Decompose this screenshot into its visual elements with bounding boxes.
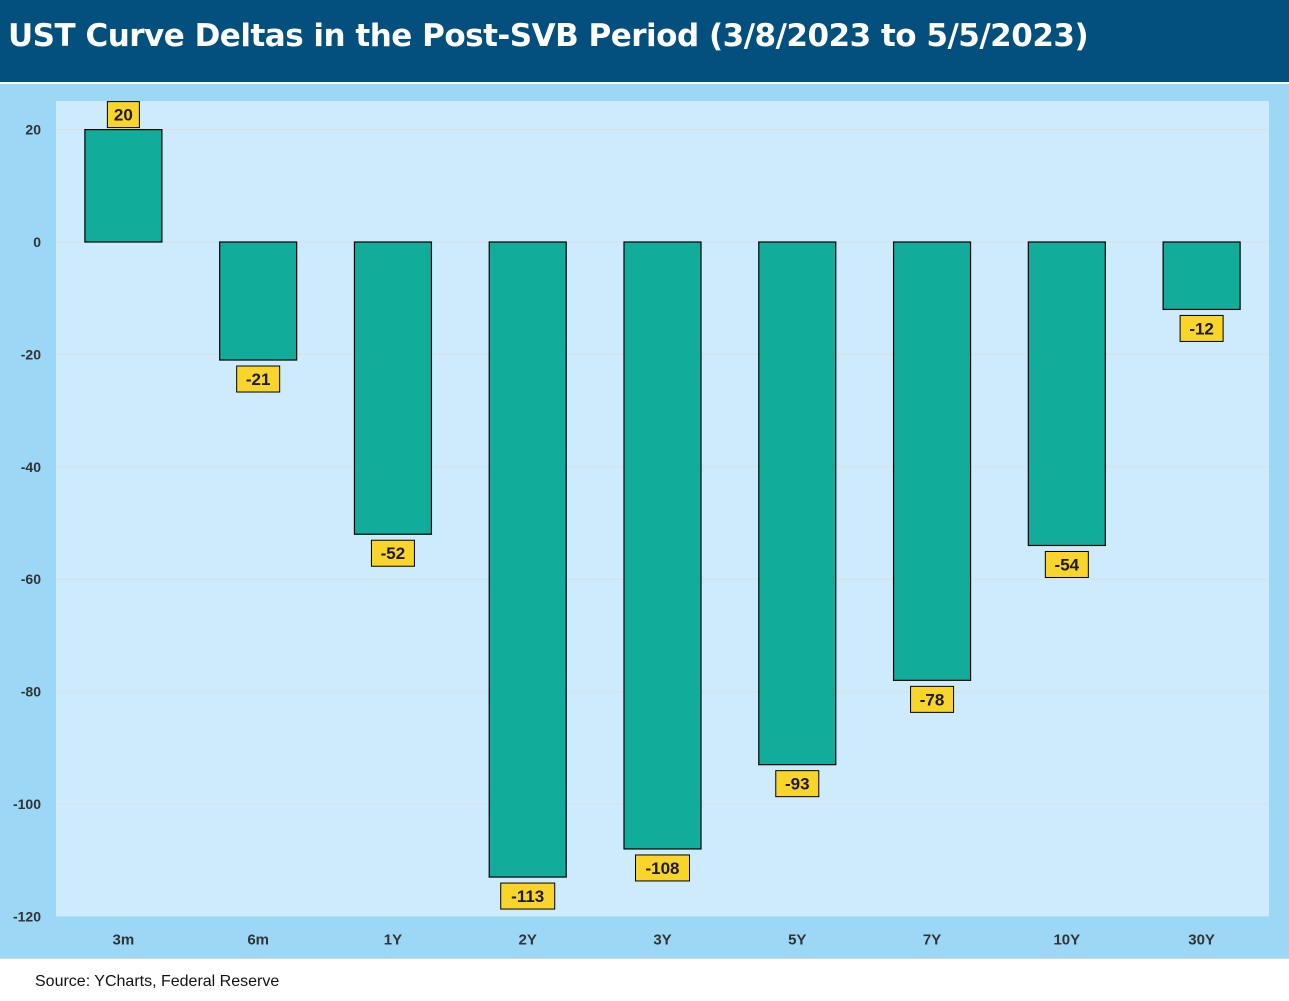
bar-2Y <box>488 241 567 878</box>
data-label: -12 <box>1189 319 1214 338</box>
data-label-box <box>370 539 415 567</box>
data-label: -54 <box>1055 555 1080 574</box>
x-tick-label: 3Y <box>653 931 671 948</box>
bar-10Y <box>1027 241 1106 547</box>
bar-1Y <box>353 241 433 535</box>
data-label-box <box>910 685 955 713</box>
data-label: -78 <box>920 690 945 709</box>
data-label-box <box>775 770 820 798</box>
data-label-box <box>1044 550 1089 578</box>
x-tick-label: 5Y <box>788 931 806 948</box>
data-label: -108 <box>645 859 679 878</box>
data-label-box <box>1179 314 1224 342</box>
title-bar: UST Curve Deltas in the Post-SVB Period … <box>0 0 1289 82</box>
chart-title: UST Curve Deltas in the Post-SVB Period … <box>8 18 1089 54</box>
x-tick-label: 1Y <box>384 931 402 948</box>
data-label: -52 <box>381 544 406 563</box>
x-tick-label: 10Y <box>1053 931 1080 948</box>
bar-3Y <box>623 241 702 850</box>
y-tick-label: -60 <box>21 571 41 587</box>
y-tick-label: -20 <box>21 346 41 362</box>
data-label: -113 <box>511 887 544 906</box>
data-label-box <box>500 882 556 910</box>
data-label-box <box>236 365 281 393</box>
data-label: 20 <box>114 106 133 125</box>
x-tick-label: 30Y <box>1188 931 1215 948</box>
x-tick-label: 3m <box>113 931 135 948</box>
chart-area: 20 0 -20 -40 -60 -80 -100 -120 20 3m -21 6m -52 1Y -11… <box>0 84 1289 958</box>
bar-5Y <box>758 241 837 766</box>
x-tick-label: 6m <box>247 931 269 948</box>
y-tick-label: 0 <box>33 234 41 250</box>
y-tick-label: -120 <box>13 908 41 924</box>
x-tick-label: 7Y <box>923 931 941 948</box>
data-label-box <box>106 101 140 129</box>
bar-30Y <box>1162 241 1241 311</box>
footer: Source: YCharts, Federal Reserve <box>0 958 1289 1001</box>
y-tick-label: -40 <box>21 459 41 475</box>
bar-7Y <box>892 241 972 681</box>
bar-3m <box>84 128 163 243</box>
y-tick-label: -100 <box>13 796 41 812</box>
x-tick-label: 2Y <box>519 931 537 948</box>
data-label: -21 <box>246 370 271 389</box>
y-tick-label: -80 <box>21 684 41 700</box>
y-tick-label: 20 <box>25 122 41 138</box>
source-note: Source: YCharts, Federal Reserve <box>35 973 280 990</box>
bar-chart: 20 0 -20 -40 -60 -80 -100 -120 20 3m -21 6m -52 1Y -11… <box>13 101 1269 948</box>
data-label: -93 <box>785 775 810 794</box>
bar-6m <box>219 241 298 361</box>
data-label-box <box>635 854 690 882</box>
